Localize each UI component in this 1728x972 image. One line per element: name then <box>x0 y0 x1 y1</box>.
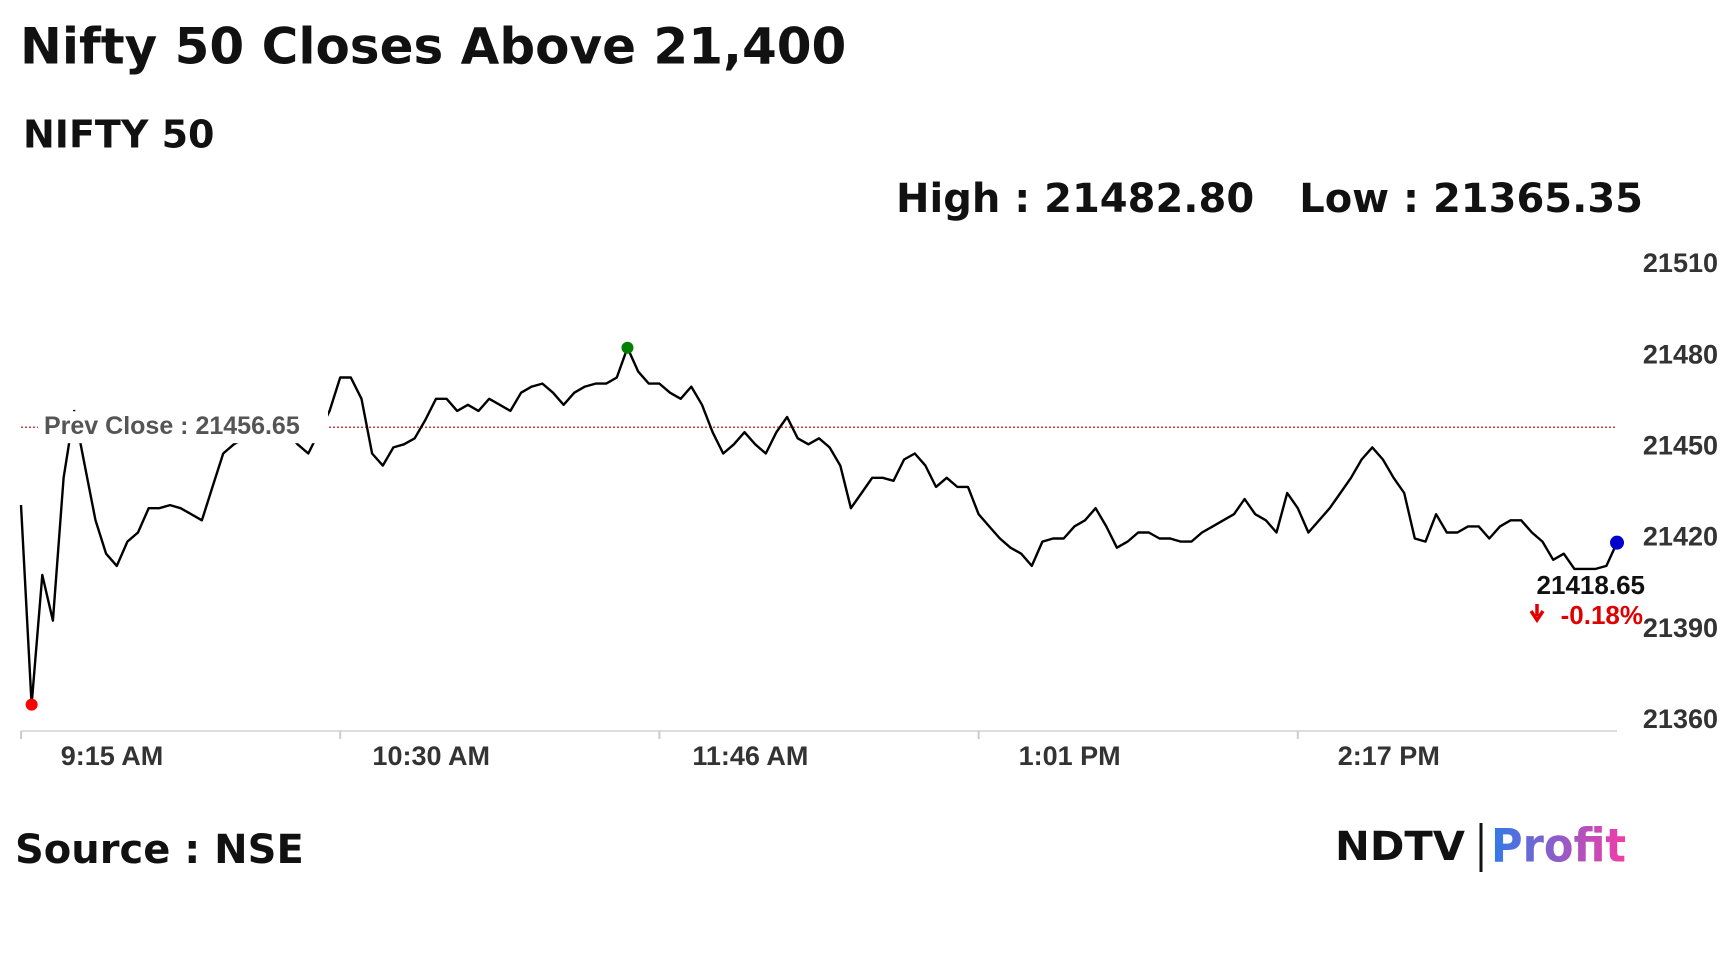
x-tick-label: 2:17 PM <box>1338 741 1440 771</box>
close-label: 21418.65 <box>1537 570 1645 600</box>
high-text: High : 21482.80 <box>896 176 1254 222</box>
down-arrow <box>1529 604 1545 624</box>
x-tick-label: 10:30 AM <box>372 741 490 771</box>
y-tick-label: 21510 <box>1643 248 1718 278</box>
chart-subtitle: NIFTY 50 <box>23 113 214 157</box>
low-text: Low : 21365.35 <box>1299 176 1643 222</box>
close-dot <box>1610 535 1624 550</box>
price-line <box>19 346 1619 706</box>
y-tick-label: 21360 <box>1643 704 1718 734</box>
prev-close-label: Prev Close : 21456.65 <box>44 412 300 440</box>
y-tick-label: 21390 <box>1643 613 1718 643</box>
x-tick-label: 9:15 AM <box>61 741 164 771</box>
high-dot <box>621 341 634 354</box>
x-tick-label: 1:01 PM <box>1019 741 1121 771</box>
chart-title: Nifty 50 Closes Above 21,400 <box>20 18 846 76</box>
y-tick-label: 21450 <box>1643 431 1718 461</box>
y-tick-label: 21420 <box>1643 522 1718 552</box>
logo-ndtv: NDTV <box>1335 824 1465 870</box>
low-dot <box>25 698 38 711</box>
logo-profit: Profit <box>1491 819 1626 873</box>
change-label: -0.18% <box>1561 600 1643 630</box>
y-tick-label: 21480 <box>1643 339 1718 369</box>
source: Source : NSE <box>15 827 304 873</box>
prev-close-label-bg <box>38 411 328 444</box>
x-tick-label: 11:46 AM <box>692 741 808 771</box>
